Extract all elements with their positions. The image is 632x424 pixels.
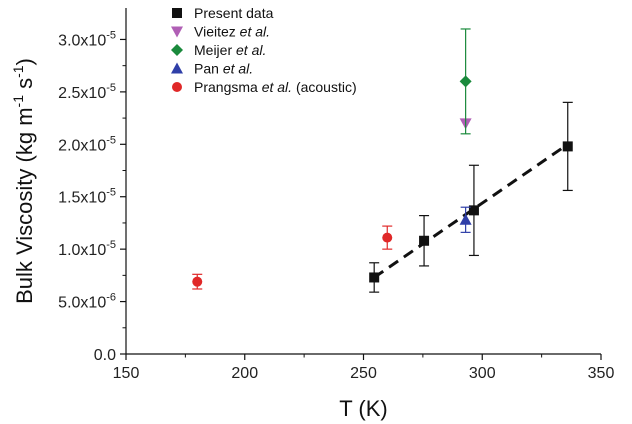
legend-label: Pan et al. — [194, 61, 253, 77]
legend-label: Meijer et al. — [194, 42, 266, 58]
y-tick-label: 2.5x10-5 — [58, 82, 116, 102]
data-point — [562, 141, 573, 152]
legend-marker — [172, 8, 182, 18]
legend-label: Vieitez et al. — [194, 24, 270, 40]
axes: 150 200 250 300 350 0.0 5.0x10-6 1.0x10-5 1.5x10… — [58, 8, 614, 382]
data-point — [419, 235, 430, 246]
x-tick-label: 350 — [588, 365, 615, 382]
data-point — [192, 276, 203, 287]
y-tick-label: 2.0x10-5 — [58, 134, 116, 154]
data-marks — [192, 28, 573, 293]
y-tick-label: 3.0x10-5 — [58, 29, 116, 49]
data-point — [468, 205, 479, 216]
y-tick-label: 1.5x10-5 — [58, 187, 116, 207]
legend-marker — [171, 26, 183, 38]
data-point — [369, 272, 380, 283]
legend-marker — [171, 44, 183, 56]
legend-label: Prangsma et al. (acoustic) — [194, 79, 357, 95]
x-tick-label: 200 — [231, 365, 258, 382]
legend-marker — [171, 62, 183, 74]
legend-label: Present data — [194, 5, 274, 21]
y-tick-label: 0.0 — [94, 347, 116, 364]
legend-marker — [172, 82, 182, 92]
x-tick-label: 250 — [350, 365, 377, 382]
y-axis-title: Bulk Viscosity (kg m-1 s-1) — [10, 58, 37, 304]
x-tick-label: 300 — [469, 365, 496, 382]
y-tick-label: 1.0x10-5 — [58, 239, 116, 259]
y-tick-label: 5.0x10-6 — [58, 292, 116, 312]
data-point — [459, 213, 472, 225]
data-point — [459, 75, 472, 88]
x-axis-title: T (K) — [339, 396, 387, 421]
legend: Present data Vieitez et al. Meijer et al. P… — [171, 5, 357, 95]
data-point — [382, 232, 393, 243]
x-tick-label: 150 — [113, 365, 140, 382]
